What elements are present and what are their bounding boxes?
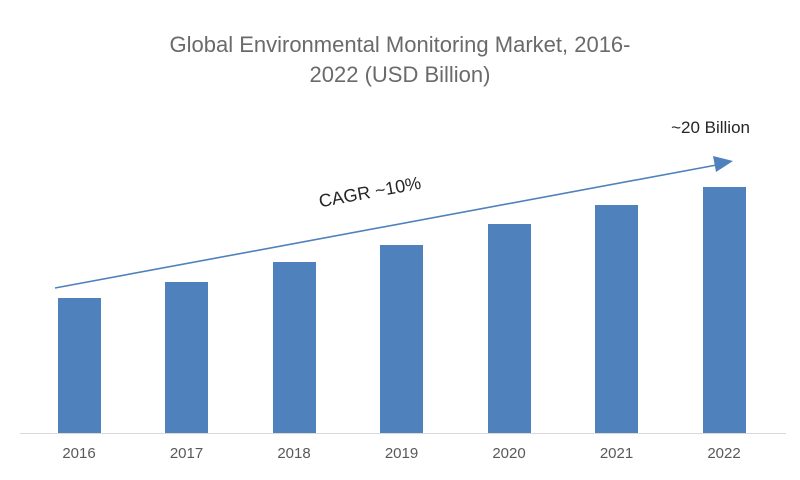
bar-2016 bbox=[57, 298, 101, 433]
bar-2021 bbox=[595, 205, 638, 433]
x-tick-label-2018: 2018 bbox=[277, 445, 311, 462]
endpoint-annotation: ~20 Billion bbox=[671, 118, 750, 137]
x-tick-label-2021: 2021 bbox=[599, 445, 634, 462]
x-axis-line bbox=[20, 433, 786, 434]
x-tick-label-2017: 2017 bbox=[169, 445, 204, 462]
bar-2017 bbox=[165, 282, 208, 433]
bar-2018 bbox=[272, 262, 316, 433]
x-tick-label-2019: 2019 bbox=[384, 445, 419, 462]
chart-title-line1: Global Environmental Monitoring Market, … bbox=[169, 32, 631, 57]
chart-title: Global Environmental Monitoring Market, … bbox=[0, 30, 800, 90]
bar-2022 bbox=[702, 187, 746, 433]
bar-2020 bbox=[487, 224, 531, 433]
chart-title-line2: 2022 (USD Billion) bbox=[309, 62, 491, 87]
bar-2019 bbox=[380, 245, 423, 433]
x-tick-label-2016: 2016 bbox=[62, 445, 96, 462]
x-tick-label-2020: 2020 bbox=[492, 445, 526, 462]
x-tick-label-2022: 2022 bbox=[707, 445, 741, 462]
